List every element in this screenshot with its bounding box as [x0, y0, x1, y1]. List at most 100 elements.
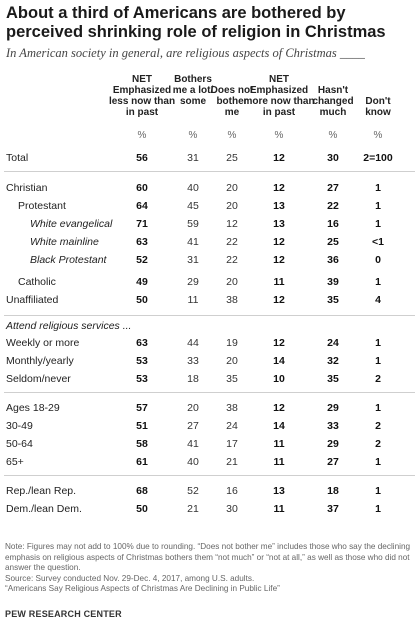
table-cell: 71 — [136, 218, 148, 230]
row-label: 65+ — [6, 456, 24, 468]
row-label: Rep./lean Rep. — [6, 485, 77, 497]
table-cell: 30 — [226, 503, 238, 515]
table-cell: 0 — [375, 254, 381, 266]
table-row: Protestant 64 45 20 13 22 1 — [0, 197, 419, 215]
table-cell: 12 — [273, 337, 285, 349]
table-cell: 14 — [273, 420, 285, 432]
table-cell: 37 — [327, 503, 339, 515]
table-cell: 27 — [327, 456, 339, 468]
table-cell: 64 — [136, 200, 148, 212]
table-cell: 2=100 — [363, 152, 393, 164]
table-cell: 52 — [187, 485, 199, 497]
table-cell: 16 — [226, 485, 238, 497]
table-cell: 17 — [226, 438, 238, 450]
table-cell: 2 — [375, 373, 381, 385]
table-cell: 61 — [136, 456, 148, 468]
table-cell: 20 — [187, 402, 199, 414]
table-cell: 33 — [187, 355, 199, 367]
table-cell: 32 — [327, 355, 339, 367]
note-text: Note: Figures may not add to 100% due to… — [5, 542, 411, 573]
table-cell: 24 — [226, 420, 238, 432]
table-cell: 41 — [187, 236, 199, 248]
table-cell: 24 — [327, 337, 339, 349]
percent-unit-5: % — [328, 130, 338, 141]
row-label: Monthly/yearly — [6, 355, 74, 367]
table-cell: 1 — [375, 182, 381, 194]
table-row: Unaffiliated 50 11 38 12 35 4 — [0, 291, 419, 309]
table-row: 30-49 51 27 24 14 33 2 — [0, 417, 419, 435]
table-cell: 40 — [187, 182, 199, 194]
table-cell: 57 — [136, 402, 148, 414]
source-text: Source: Survey conducted Nov. 29-Dec. 4,… — [5, 573, 255, 583]
table-cell: 20 — [226, 276, 238, 288]
row-label: Dem./lean Dem. — [6, 503, 82, 515]
row-label: Ages 18-29 — [6, 402, 60, 414]
table-cell: 18 — [327, 485, 339, 497]
table-cell: 63 — [136, 236, 148, 248]
table-cell: 56 — [136, 152, 148, 164]
table-cell: 11 — [273, 276, 285, 288]
table-cell: 1 — [375, 200, 381, 212]
column-header-3: Does not bother me — [210, 85, 254, 118]
table-cell: 20 — [226, 355, 238, 367]
table-cell: 22 — [327, 200, 339, 212]
table-cell: 40 — [187, 456, 199, 468]
row-label: Christian — [6, 182, 48, 194]
table-cell: 27 — [187, 420, 199, 432]
table-cell: 36 — [327, 254, 339, 266]
table-cell: 68 — [136, 485, 148, 497]
table-row: Total 56 31 25 12 30 2=100 — [0, 149, 419, 167]
table-cell: 13 — [273, 485, 285, 497]
table-cell: 2 — [375, 438, 381, 450]
table-cell: 11 — [273, 503, 285, 515]
table-cell: 12 — [273, 254, 285, 266]
table-cell: 2 — [375, 420, 381, 432]
row-label: Total — [6, 152, 29, 164]
row-label: Black Protestant — [30, 254, 107, 266]
column-header-4: NET Emphasized more now than in past — [243, 74, 315, 118]
table-cell: <1 — [372, 236, 384, 248]
table-cell: 38 — [226, 294, 238, 306]
table-cell: 29 — [187, 276, 199, 288]
percent-unit-4: % — [274, 130, 284, 141]
table-cell: 1 — [375, 337, 381, 349]
table-cell: 14 — [273, 355, 285, 367]
table-row: White mainline 63 41 22 12 25 <1 — [0, 233, 419, 251]
column-header-5: Hasn't changed much — [312, 85, 354, 118]
table-row: Dem./lean Dem. 50 21 30 11 37 1 — [0, 500, 419, 518]
table-cell: 31 — [187, 152, 199, 164]
table-cell: 51 — [136, 420, 148, 432]
table-cell: 45 — [187, 200, 199, 212]
percent-unit-6: % — [373, 130, 383, 141]
table-cell: 59 — [187, 218, 199, 230]
row-label: White mainline — [30, 236, 99, 248]
table-cell: 58 — [136, 438, 148, 450]
table-cell: 27 — [327, 182, 339, 194]
table-cell: 18 — [187, 373, 199, 385]
table-cell: 13 — [273, 218, 285, 230]
table-cell: 38 — [226, 402, 238, 414]
table-cell: 12 — [273, 152, 285, 164]
table-cell: 33 — [327, 420, 339, 432]
table-row: Black Protestant 52 31 22 12 36 0 — [0, 251, 419, 269]
table-cell: 30 — [327, 152, 339, 164]
row-divider — [4, 315, 415, 316]
column-header-1: NET Emphasized less now than in past — [108, 74, 176, 118]
table-cell: 12 — [273, 402, 285, 414]
percent-unit-1: % — [137, 130, 147, 141]
percent-unit-2: % — [188, 130, 198, 141]
table-cell: 22 — [226, 236, 238, 248]
table-cell: 1 — [375, 456, 381, 468]
table-cell: 11 — [273, 456, 285, 468]
table-cell: 12 — [226, 218, 238, 230]
table-row: Catholic 49 29 20 11 39 1 — [0, 273, 419, 291]
table-cell: 60 — [136, 182, 148, 194]
chart-title: About a third of Americans are bothered … — [6, 4, 386, 41]
row-label: Unaffiliated — [6, 294, 59, 306]
row-label: Protestant — [18, 200, 66, 212]
percent-unit-3: % — [227, 130, 237, 141]
row-label: White evangelical — [30, 218, 113, 230]
table-cell: 1 — [375, 276, 381, 288]
table-cell: 25 — [226, 152, 238, 164]
table-row: Seldom/never 53 18 35 10 35 2 — [0, 370, 419, 388]
